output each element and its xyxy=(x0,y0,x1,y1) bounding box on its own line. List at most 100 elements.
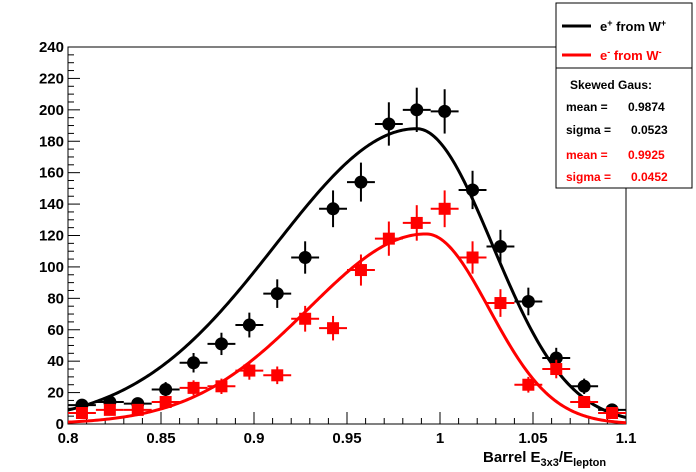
y-tick-label: 160 xyxy=(39,165,64,182)
marker-circle xyxy=(577,379,591,393)
data-point-series-1 xyxy=(486,229,515,264)
fit-params-frame xyxy=(555,67,693,189)
x-tick-label: 0.8 xyxy=(58,430,79,447)
fit-row-label-2: sigma = xyxy=(566,123,611,137)
marker-circle xyxy=(187,356,201,370)
marker-square xyxy=(438,202,451,215)
y-tick-label: 200 xyxy=(39,102,64,119)
plot-frame xyxy=(67,46,627,425)
data-point-series-2 xyxy=(95,403,124,416)
marker-square xyxy=(131,403,144,416)
marker-circle xyxy=(521,294,535,308)
marker-circle xyxy=(354,175,368,189)
data-point-series-1 xyxy=(374,102,403,146)
fit-row-value-1: 0.9874 xyxy=(628,100,665,114)
y-tick-label: 240 xyxy=(39,39,64,56)
data-point-series-2 xyxy=(68,407,96,420)
marker-circle xyxy=(159,382,173,396)
fit-row-value-2: 0.0523 xyxy=(631,123,668,137)
fit-row-value-3: 0.9925 xyxy=(628,148,665,162)
data-point-series-2 xyxy=(458,241,487,274)
marker-circle xyxy=(270,287,284,301)
y-tick-label: 60 xyxy=(47,322,64,339)
marker-square xyxy=(215,380,228,393)
data-point-series-1 xyxy=(179,352,208,373)
fit-row-value-4: 0.0452 xyxy=(631,170,668,184)
data-point-series-2 xyxy=(123,403,152,416)
x-tick-label: 1 xyxy=(436,430,444,447)
fit-row-label-1: mean = xyxy=(566,100,608,114)
y-tick-label: 220 xyxy=(39,70,64,87)
data-point-series-2 xyxy=(430,190,459,228)
y-tick-label: 80 xyxy=(47,290,64,307)
data-point-series-2 xyxy=(235,361,264,380)
marker-square xyxy=(103,403,116,416)
data-point-series-2 xyxy=(347,254,375,286)
y-tick-label: 0 xyxy=(56,416,64,433)
fit-row-label-3: mean = xyxy=(566,148,608,162)
marker-square xyxy=(382,232,395,245)
marker-circle xyxy=(214,337,228,351)
marker-circle xyxy=(382,117,396,131)
fit-row-label-4: sigma = xyxy=(566,170,611,184)
data-point-series-2 xyxy=(402,205,431,241)
data-point-series-2 xyxy=(542,359,571,379)
marker-circle xyxy=(438,104,452,118)
marker-circle xyxy=(493,239,507,253)
data-point-series-2 xyxy=(207,378,236,394)
marker-square xyxy=(271,369,284,382)
data-point-series-2 xyxy=(179,380,208,396)
data-point-series-1 xyxy=(151,382,180,397)
x-axis-title: Barrel E3x3/Elepton xyxy=(483,449,606,469)
data-point-series-2 xyxy=(514,376,543,393)
marker-square xyxy=(354,264,367,277)
fit-params-title: Skewed Gaus: xyxy=(570,78,652,92)
x-tick-label: 1.1 xyxy=(616,430,637,447)
data-point-series-2 xyxy=(598,407,626,420)
data-point-series-1 xyxy=(291,241,320,274)
data-point-series-2 xyxy=(374,221,403,256)
data-point-series-2 xyxy=(263,366,292,385)
data-points xyxy=(68,87,626,420)
y-tick-label: 140 xyxy=(39,196,64,213)
y-tick-label: 20 xyxy=(47,385,64,402)
marker-square xyxy=(494,297,507,310)
data-point-series-1 xyxy=(402,87,431,132)
data-point-series-1 xyxy=(263,279,292,308)
data-point-series-2 xyxy=(151,396,180,409)
x-tick-label: 0.85 xyxy=(146,430,175,447)
marker-square xyxy=(187,381,200,394)
data-point-series-1 xyxy=(207,332,236,356)
marker-square xyxy=(522,378,535,391)
marker-circle xyxy=(298,250,312,264)
legend: e+ from W+ e- from W- xyxy=(555,2,693,69)
y-tick-label: 120 xyxy=(39,228,64,245)
marker-square xyxy=(410,216,423,229)
data-point-series-1 xyxy=(319,190,347,228)
data-point-series-2 xyxy=(319,315,347,341)
marker-square xyxy=(578,396,591,409)
y-tick-label: 180 xyxy=(39,133,64,150)
axes: 0 20 40 60 80 100 120 140 160 180 200 220 240 0.8 0.85… xyxy=(39,39,636,447)
marker-circle xyxy=(326,202,340,216)
data-point-series-2 xyxy=(291,305,320,332)
marker-square xyxy=(466,251,479,264)
x-tick-label: 0.9 xyxy=(244,430,265,447)
data-point-series-1 xyxy=(430,89,459,134)
marker-circle xyxy=(549,351,563,365)
data-point-series-1 xyxy=(458,170,487,210)
marker-square xyxy=(606,407,619,420)
fit-params-box: Skewed Gaus: mean = 0.9874 sigma = 0.052… xyxy=(555,67,693,189)
x-tick-label: 0.95 xyxy=(332,430,361,447)
marker-square xyxy=(550,363,563,376)
marker-square xyxy=(327,322,340,335)
marker-square xyxy=(75,407,88,420)
marker-circle xyxy=(410,103,424,117)
fit-curves xyxy=(67,127,627,425)
marker-square xyxy=(299,312,312,325)
y-tick-label: 40 xyxy=(47,353,64,370)
legend-label-series-2: e- from W- xyxy=(600,47,662,63)
data-point-series-2 xyxy=(486,289,515,317)
data-point-series-1 xyxy=(235,312,264,338)
